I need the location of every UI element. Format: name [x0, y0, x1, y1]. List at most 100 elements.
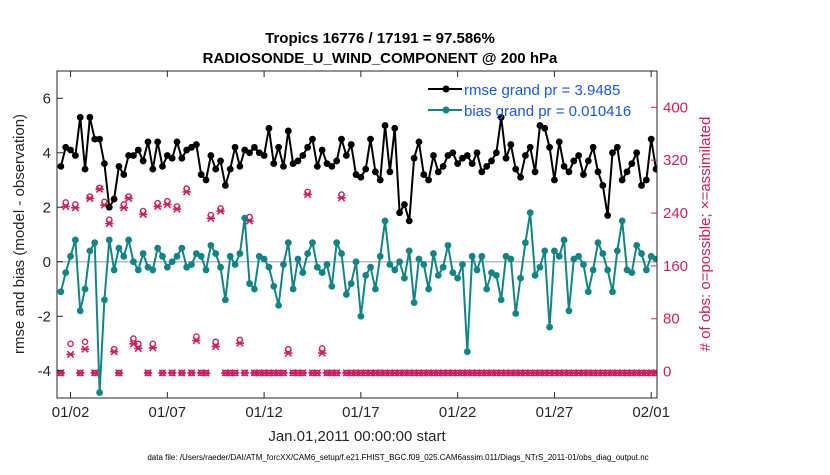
obs-assimilated-stroke-a: [740, 370, 746, 376]
rmse-point: [396, 209, 403, 217]
bias-point: [313, 263, 321, 271]
rmse-point: [333, 157, 341, 165]
bias-point: [638, 250, 645, 257]
obs-assimilated-stroke-b: [759, 370, 765, 376]
obs-possible-point: [673, 370, 678, 375]
rmse-point: [304, 143, 312, 151]
rmse-point: [803, 160, 810, 167]
bias-point: [367, 263, 374, 271]
x-axis-label: Jan.01,2011 00:00:00 start: [268, 428, 446, 445]
obs-assimilated-point: [119, 203, 128, 212]
obs-assimilated-stroke-b: [774, 370, 780, 376]
rmse-point: [628, 160, 636, 168]
obs-possible-point: [62, 199, 70, 206]
obs-assimilated-point: [724, 370, 732, 376]
rmse-point: [76, 113, 84, 121]
obs-assimilated-stroke-a: [788, 370, 794, 376]
rmse-point: [754, 166, 761, 173]
bias-point: [178, 244, 186, 252]
bias-point: [323, 261, 331, 268]
rmse-point: [788, 163, 795, 170]
obs-assimilated-point: [313, 369, 322, 377]
obs-assimilated-stroke-a: [716, 370, 722, 376]
obs-assimilated-stroke-a: [774, 370, 780, 376]
obs-assimilated-stroke-b: [754, 370, 760, 376]
rmse-point: [526, 143, 534, 151]
rmse-point: [783, 166, 790, 173]
obs-assimilated-stroke-b: [682, 370, 688, 376]
bias-point: [197, 252, 205, 260]
chart-subtitle: RADIOSONDE_U_WIND_COMPONENT @ 200 hPa: [203, 50, 558, 67]
bias-point: [415, 255, 423, 263]
bias-point: [546, 323, 553, 331]
rmse-point: [570, 157, 578, 165]
bias-point: [401, 274, 408, 282]
obs-assimilated-point: [148, 344, 157, 352]
rmse-point: [725, 177, 732, 184]
rmse-point: [807, 166, 814, 173]
y-tick-label: 0: [43, 254, 51, 271]
obs-assimilated-point: [778, 370, 786, 376]
obs-assimilated-stroke-a: [754, 370, 760, 376]
obs-possible-point: [823, 370, 828, 375]
obs-assimilated-stroke-a: [803, 370, 809, 376]
rmse-point: [357, 173, 365, 181]
obs-assimilated-stroke-a: [682, 370, 688, 376]
obs-assimilated-stroke-b: [687, 370, 693, 376]
bias-point: [497, 296, 505, 304]
obs-possible-point: [760, 370, 765, 375]
obs-assimilated-point: [332, 369, 341, 377]
bias-point: [134, 266, 142, 274]
rmse-point: [667, 168, 674, 175]
y-tick-label: 6: [43, 90, 51, 107]
obs-assimilated-point: [172, 205, 182, 213]
bias-point: [459, 261, 466, 268]
rmse-point: [822, 155, 829, 162]
rmse-point: [386, 168, 394, 176]
rmse-point: [584, 157, 592, 165]
obs-assimilated-point: [114, 369, 124, 377]
bias-point: [149, 266, 157, 274]
bias-point: [62, 269, 70, 277]
obs-assimilated-point: [284, 349, 293, 357]
obs-possible-point: [716, 370, 721, 375]
obs-assimilated-stroke-a: [793, 370, 799, 376]
rmse-point: [134, 146, 142, 154]
y-right-tick-label: 320: [663, 152, 688, 169]
bias-point: [391, 266, 399, 274]
rmse-point: [173, 138, 181, 146]
rmse-point: [217, 157, 224, 165]
rmse-point: [594, 168, 602, 176]
obs-assimilated-stroke-a: [696, 370, 702, 376]
bias-point: [67, 252, 74, 260]
obs-possible-point: [67, 340, 74, 348]
bias-point: [682, 247, 689, 254]
rmse-point: [154, 138, 162, 146]
bias-point: [798, 269, 805, 276]
obs-assimilated-point: [753, 370, 761, 376]
obs-assimilated-stroke-a: [783, 370, 789, 376]
obs-assimilated-stroke-b: [745, 370, 751, 376]
bias-point: [822, 267, 829, 274]
rmse-point: [589, 143, 597, 151]
obs-assimilated-point: [90, 369, 99, 377]
bias-point: [677, 340, 684, 347]
obs-assimilated-stroke-b: [783, 370, 789, 376]
obs-possible-point: [149, 340, 157, 348]
rmse-point: [642, 176, 650, 184]
obs-assimilated-point: [763, 370, 771, 376]
rmse-point: [662, 177, 669, 184]
obs-assimilated-point: [676, 370, 684, 376]
obs-assimilated-stroke-a: [687, 370, 693, 376]
bias-point: [159, 252, 166, 260]
rmse-point: [817, 147, 824, 154]
bias-point: [299, 269, 307, 277]
bias-point: [492, 271, 500, 279]
bias-point: [672, 250, 679, 257]
bias-point: [221, 296, 229, 304]
rmse-point: [439, 162, 447, 170]
obs-assimilated-stroke-b: [788, 370, 794, 376]
legend-rmse-marker: [442, 85, 450, 93]
